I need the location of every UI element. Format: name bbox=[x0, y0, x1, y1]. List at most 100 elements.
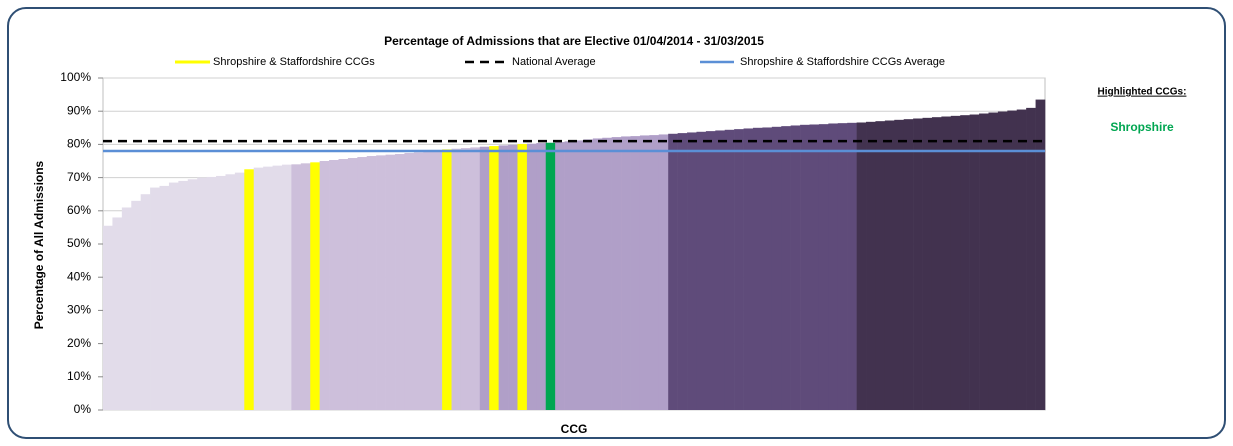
bar bbox=[291, 164, 302, 410]
bar bbox=[696, 131, 707, 410]
bar bbox=[856, 122, 867, 410]
bar bbox=[950, 115, 961, 411]
bar bbox=[658, 134, 669, 410]
bar bbox=[112, 217, 123, 410]
bar bbox=[602, 137, 612, 410]
legend-label: Shropshire & Staffordshire CCGs bbox=[213, 56, 375, 68]
bar bbox=[630, 136, 641, 410]
bar bbox=[668, 133, 678, 410]
bar bbox=[460, 148, 471, 410]
bar bbox=[470, 147, 481, 410]
bar bbox=[131, 200, 141, 410]
bar bbox=[997, 111, 1008, 411]
bar bbox=[724, 129, 735, 411]
bar bbox=[498, 145, 509, 410]
bar bbox=[875, 121, 886, 410]
bar bbox=[979, 113, 989, 411]
bar bbox=[611, 137, 622, 410]
bar bbox=[300, 163, 311, 410]
bar bbox=[988, 112, 999, 410]
bar bbox=[216, 175, 226, 410]
x-axis-label: CCG bbox=[561, 422, 588, 436]
bar bbox=[687, 132, 697, 410]
bar bbox=[395, 154, 405, 410]
bar bbox=[847, 122, 857, 410]
bar bbox=[866, 121, 876, 410]
bar bbox=[385, 154, 396, 410]
bar bbox=[526, 143, 537, 410]
bar bbox=[536, 143, 547, 410]
bar bbox=[913, 118, 923, 410]
chart-title: Percentage of Admissions that are Electi… bbox=[384, 34, 764, 48]
bar bbox=[413, 152, 424, 411]
y-tick-label: 80% bbox=[67, 137, 91, 151]
bar bbox=[790, 125, 801, 410]
bar bbox=[884, 120, 895, 410]
bar bbox=[508, 144, 518, 410]
bar bbox=[621, 136, 631, 410]
bar bbox=[244, 169, 255, 410]
bar bbox=[168, 182, 179, 410]
bar bbox=[404, 153, 415, 411]
bar bbox=[432, 150, 443, 410]
bar bbox=[121, 207, 132, 410]
bar bbox=[922, 117, 933, 410]
bar bbox=[272, 165, 283, 410]
bar bbox=[197, 177, 207, 410]
bar bbox=[489, 146, 499, 410]
bar bbox=[583, 139, 594, 411]
bar bbox=[206, 176, 217, 410]
bar bbox=[771, 126, 782, 410]
bar bbox=[1026, 107, 1036, 410]
bar bbox=[1007, 110, 1018, 410]
bar bbox=[715, 130, 726, 410]
y-tick-label: 100% bbox=[60, 70, 91, 84]
bar bbox=[103, 225, 113, 410]
bar bbox=[178, 180, 189, 410]
y-tick-label: 20% bbox=[67, 336, 91, 350]
bar bbox=[1016, 109, 1027, 410]
bar bbox=[705, 131, 716, 410]
bar bbox=[837, 123, 848, 410]
bar bbox=[752, 127, 763, 411]
bar bbox=[1035, 99, 1046, 410]
y-tick-label: 0% bbox=[74, 402, 92, 416]
y-tick-label: 60% bbox=[67, 203, 91, 217]
bar bbox=[545, 142, 556, 411]
side-item: Shropshire bbox=[1110, 120, 1174, 134]
bar bbox=[903, 119, 914, 410]
bar bbox=[187, 179, 198, 410]
bar bbox=[479, 146, 490, 410]
bar bbox=[828, 123, 839, 410]
bar bbox=[743, 128, 754, 411]
bar bbox=[319, 161, 330, 410]
bar bbox=[969, 114, 980, 411]
y-tick-label: 10% bbox=[67, 369, 91, 383]
bar bbox=[809, 124, 820, 410]
bar bbox=[225, 174, 236, 410]
bar bbox=[649, 135, 660, 410]
bar bbox=[639, 135, 650, 410]
bar bbox=[960, 115, 970, 411]
y-tick-label: 30% bbox=[67, 303, 91, 317]
bar bbox=[734, 129, 744, 411]
y-tick-label: 50% bbox=[67, 236, 91, 250]
bar bbox=[818, 124, 829, 410]
bar bbox=[800, 124, 810, 410]
bar bbox=[931, 117, 942, 411]
y-tick-label: 70% bbox=[67, 170, 91, 184]
bar bbox=[555, 142, 565, 411]
bar bbox=[423, 151, 433, 410]
y-tick-label: 40% bbox=[67, 269, 91, 283]
bar bbox=[894, 119, 904, 410]
bar bbox=[347, 158, 358, 410]
bar bbox=[376, 155, 386, 410]
bar bbox=[263, 166, 273, 410]
side-heading: Highlighted CCGs: bbox=[1098, 87, 1187, 98]
bar bbox=[517, 144, 528, 410]
bar bbox=[941, 116, 952, 411]
y-tick-label: 90% bbox=[67, 103, 91, 117]
bar bbox=[677, 133, 688, 410]
